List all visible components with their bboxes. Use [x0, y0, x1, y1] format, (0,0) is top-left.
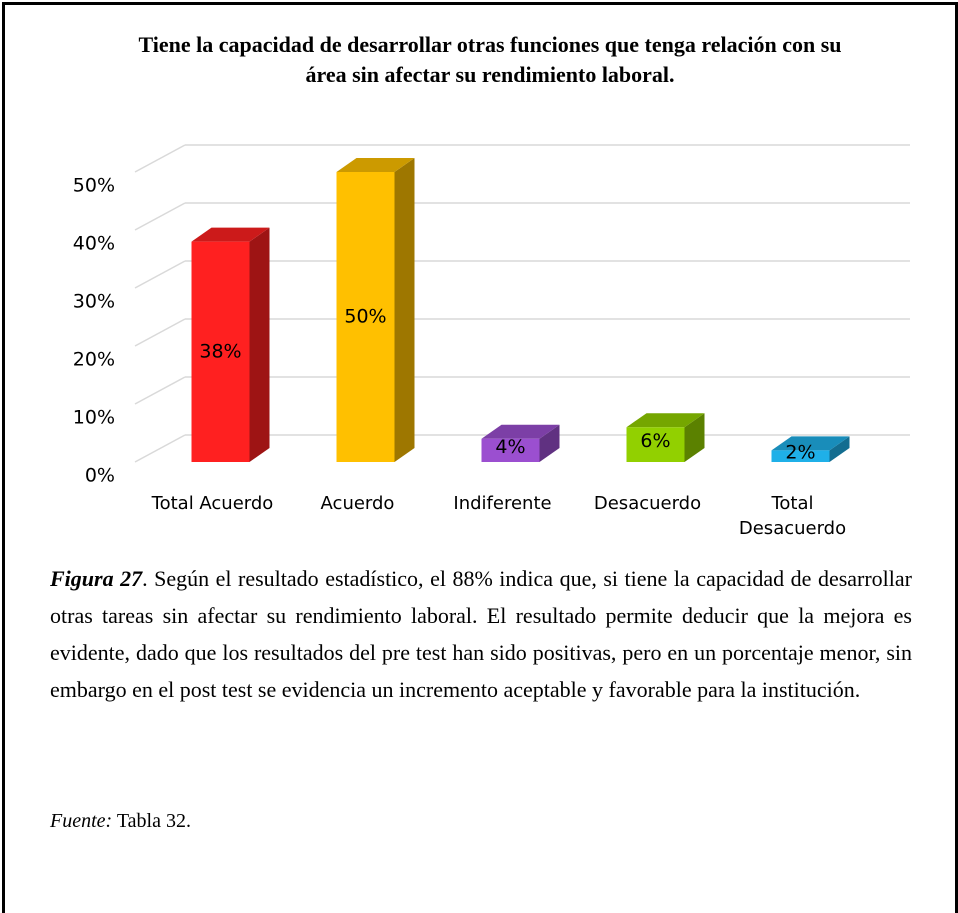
bar-front: [191, 241, 250, 462]
bar: [771, 436, 850, 462]
source-text: Tabla 32.: [116, 810, 191, 832]
bar-side: [249, 227, 270, 462]
bar-side: [829, 436, 850, 462]
value-label: 50%: [344, 306, 386, 328]
bar-side: [394, 158, 415, 462]
bar-side: [539, 424, 560, 462]
grid-line: [134, 202, 186, 231]
x-tick-label: Desacuerdo: [593, 493, 702, 514]
x-tick-label: Total Acuerdo: [151, 493, 274, 514]
caption: Figura 27. Según el resultado estadístic…: [50, 560, 912, 708]
bar-front: [771, 450, 830, 462]
y-tick-label: 50%: [73, 175, 115, 197]
value-label: 38%: [199, 340, 241, 362]
x-tick-label: Total Desacuerdo: [738, 493, 847, 539]
bar-top: [191, 227, 270, 242]
grid-line: [134, 434, 186, 463]
y-tick-label: 0%: [85, 465, 115, 487]
bar-side: [684, 413, 705, 462]
source: Fuente: Tabla 32.: [50, 810, 191, 833]
bar-front: [336, 172, 395, 462]
bar-top: [336, 158, 415, 172]
chart-title: Tiene la capacidad de desarrollar otras …: [138, 32, 842, 87]
bar: [481, 424, 560, 462]
value-label: 6%: [640, 430, 670, 452]
bar-front: [626, 427, 685, 462]
grid-line: [134, 144, 186, 173]
y-tick-label: 40%: [73, 233, 115, 255]
grid-line: [134, 376, 186, 405]
bar-top: [626, 413, 705, 428]
bar: [336, 158, 415, 462]
bar-top: [481, 424, 560, 439]
y-tick-label: 10%: [73, 407, 115, 429]
bar: [191, 227, 270, 462]
chart: 0% 10% 20% 30% 40% 50% 38% 50% 4% 6% 2%: [73, 144, 910, 487]
value-label: 4%: [495, 436, 525, 458]
grid-line: [134, 318, 186, 347]
y-tick-label: 20%: [73, 349, 115, 371]
value-label: 2%: [785, 442, 815, 464]
grid-line: [134, 260, 186, 289]
y-tick-label: 30%: [73, 291, 115, 313]
caption-text: . Según el resultado estadístico, el 88%…: [50, 566, 912, 702]
caption-label: Figura 27: [50, 566, 143, 591]
bar: [626, 413, 705, 462]
bar-top: [771, 436, 850, 451]
source-label: Fuente:: [50, 810, 113, 832]
x-tick-label: Acuerdo: [320, 493, 395, 514]
x-tick-label: Indiferente: [453, 493, 552, 514]
bar-front: [481, 438, 540, 462]
